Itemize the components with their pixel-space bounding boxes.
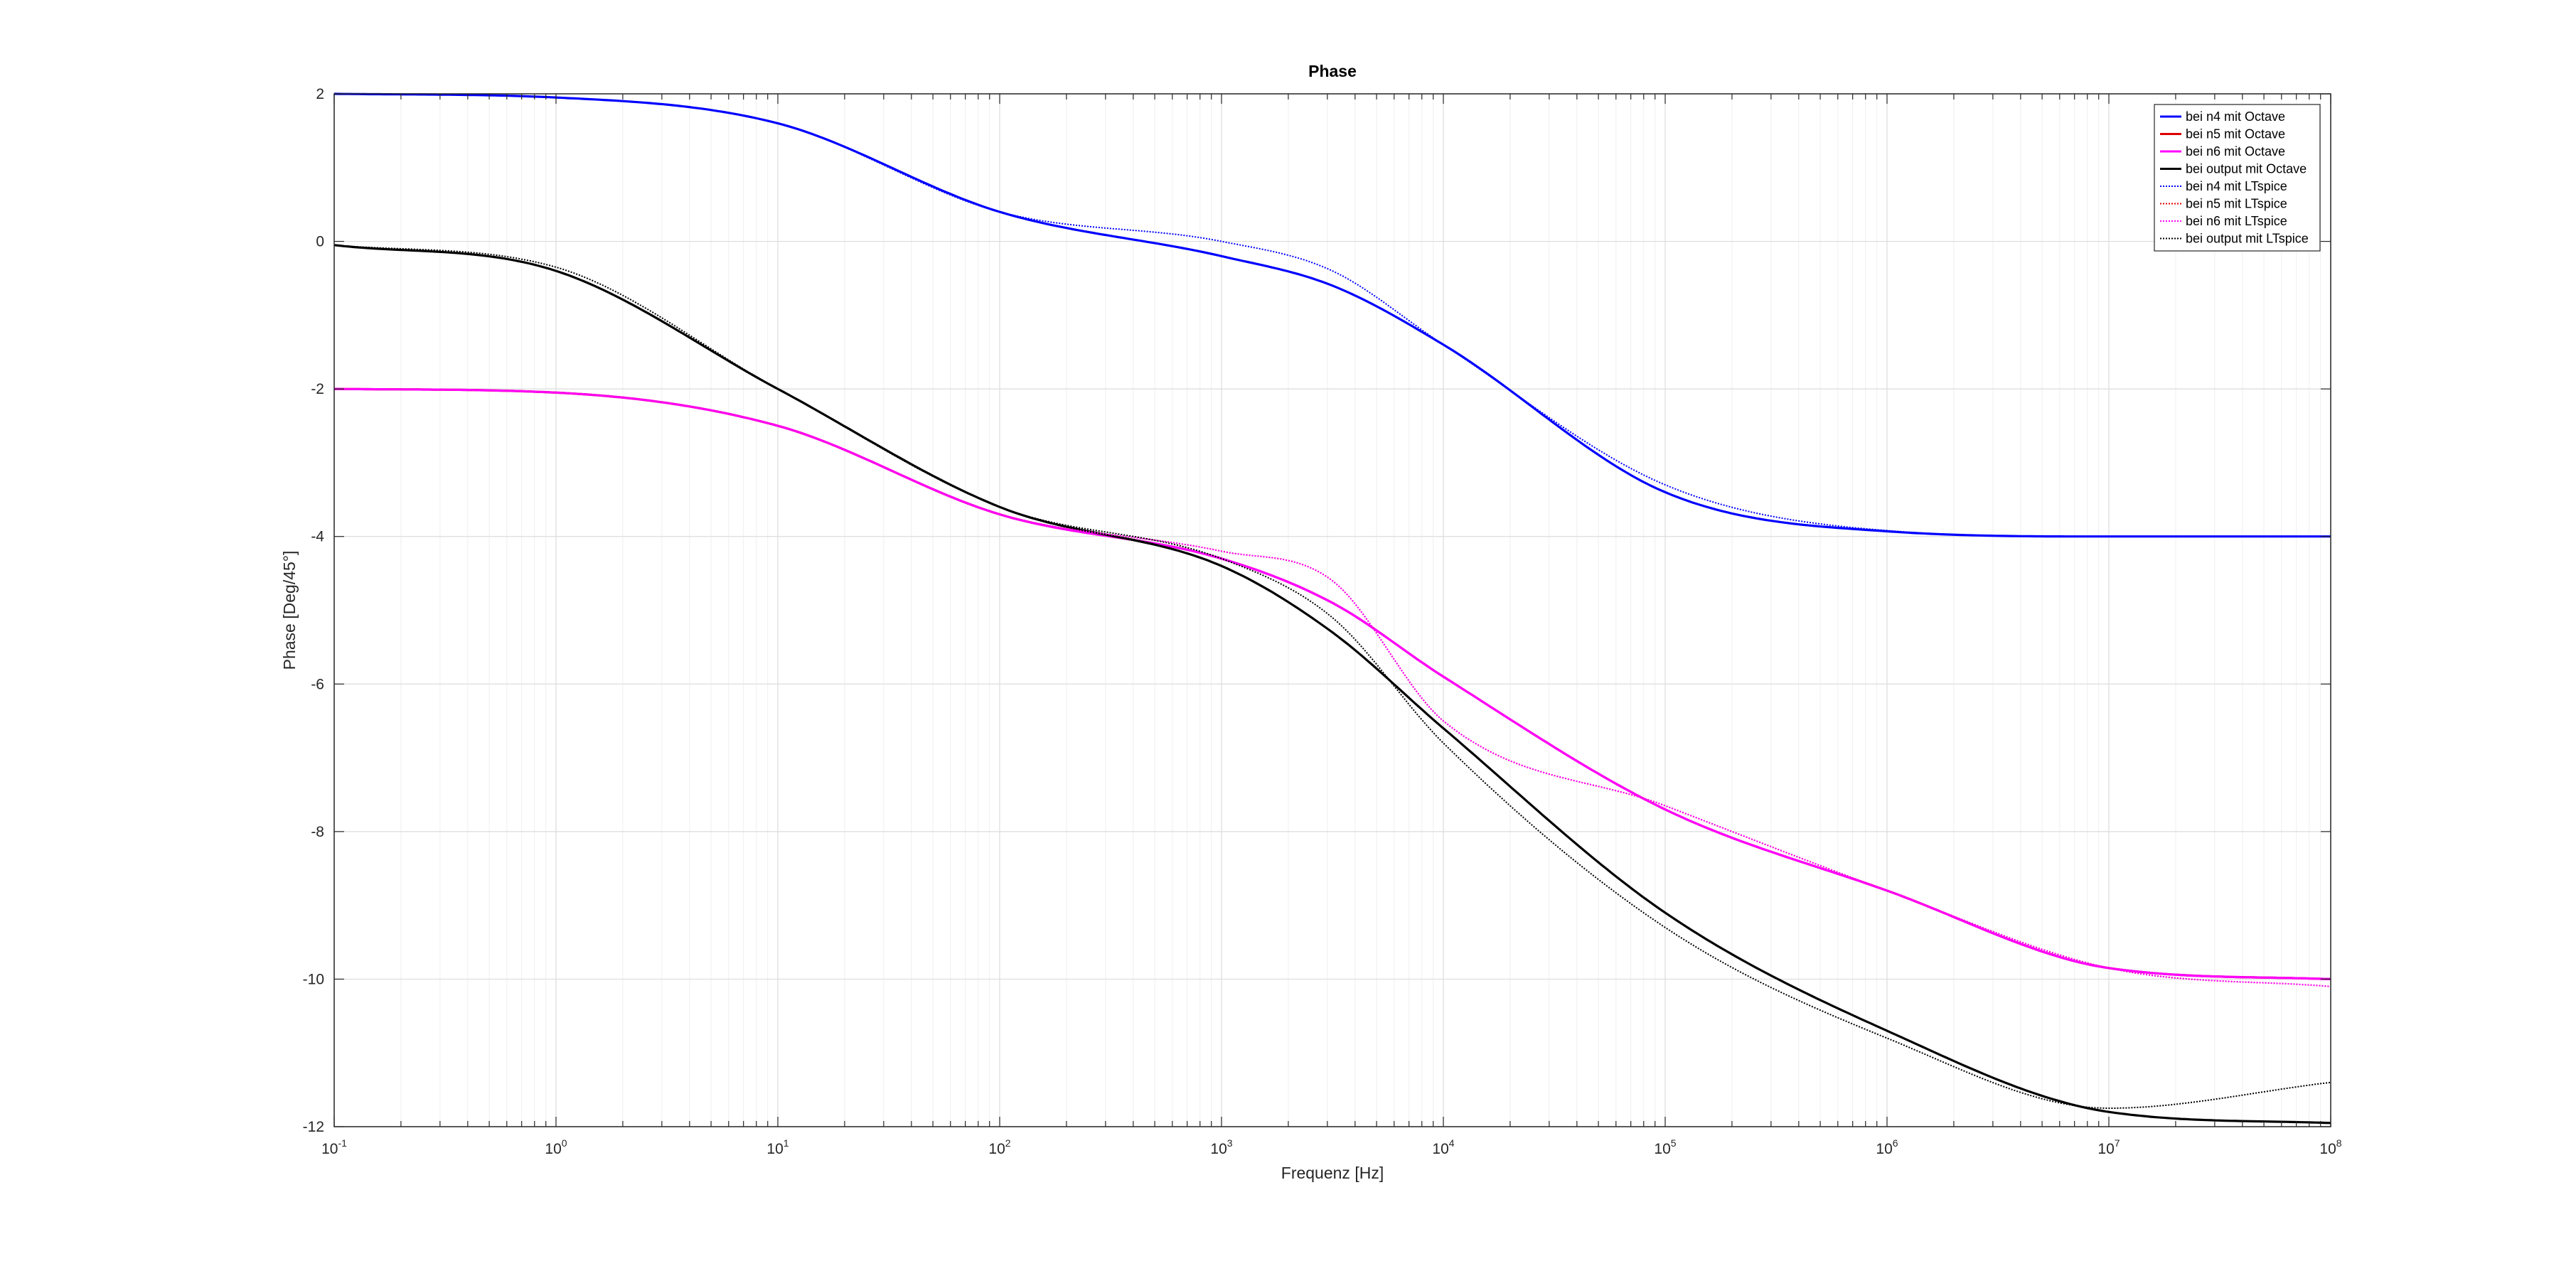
x-tick-label: 107 [2097,1137,2120,1157]
y-tick-label: -6 [311,676,324,692]
y-axis-label: Phase [Deg/45°] [280,551,299,670]
legend-label: bei n4 mit LTspice [2186,179,2287,193]
series-group [333,92,2331,1125]
legend-label: bei n5 mit LTspice [2186,197,2287,211]
x-tick-label: 102 [988,1137,1010,1157]
x-tick-label: 10-1 [321,1137,347,1157]
x-tick-label: 105 [1654,1137,1676,1157]
legend-label: bei n5 mit Octave [2186,127,2285,141]
y-tick-label: 0 [316,234,324,250]
legend-box [2154,104,2321,252]
legend-label: bei output mit Octave [2186,162,2307,176]
series-line-4 [333,244,2331,1125]
y-tick-label: -2 [311,381,324,397]
y-tick-label: -4 [311,529,324,545]
legend-label: bei n6 mit LTspice [2186,214,2287,228]
grid [333,93,2331,1127]
x-tick-label: 103 [1210,1137,1232,1157]
chart-title: Phase [1308,62,1357,80]
x-tick-label: 108 [2319,1137,2341,1157]
legend-label: bei output mit LTspice [2186,232,2309,246]
ticks [333,93,2331,1127]
x-tick-label: 106 [1876,1137,1898,1157]
y-tick-label: -12 [303,1119,324,1135]
x-tick-label: 104 [1432,1137,1454,1157]
series-line-8 [333,244,2331,1109]
y-tick-label: -8 [311,824,324,840]
x-tick-label: 100 [545,1137,567,1157]
legend-label: bei n4 mit Octave [2186,109,2285,124]
axes-box [333,93,2331,1127]
legend: bei n4 mit Octave bei n5 mit Octave bei n6… [2154,104,2321,252]
series-line-5 [333,93,2331,537]
tick-labels: 10-1 100 101 102 103 104 105 106 107 108 2 0 -2 -4 -6 -… [303,86,2342,1157]
y-tick-label: 2 [316,86,324,102]
series-line-7 [333,388,2331,987]
y-tick-label: -10 [303,971,324,987]
x-tick-label: 101 [766,1137,789,1157]
x-axis-label: Frequenz [Hz] [1281,1164,1384,1182]
legend-label: bei n6 mit Octave [2186,144,2285,159]
